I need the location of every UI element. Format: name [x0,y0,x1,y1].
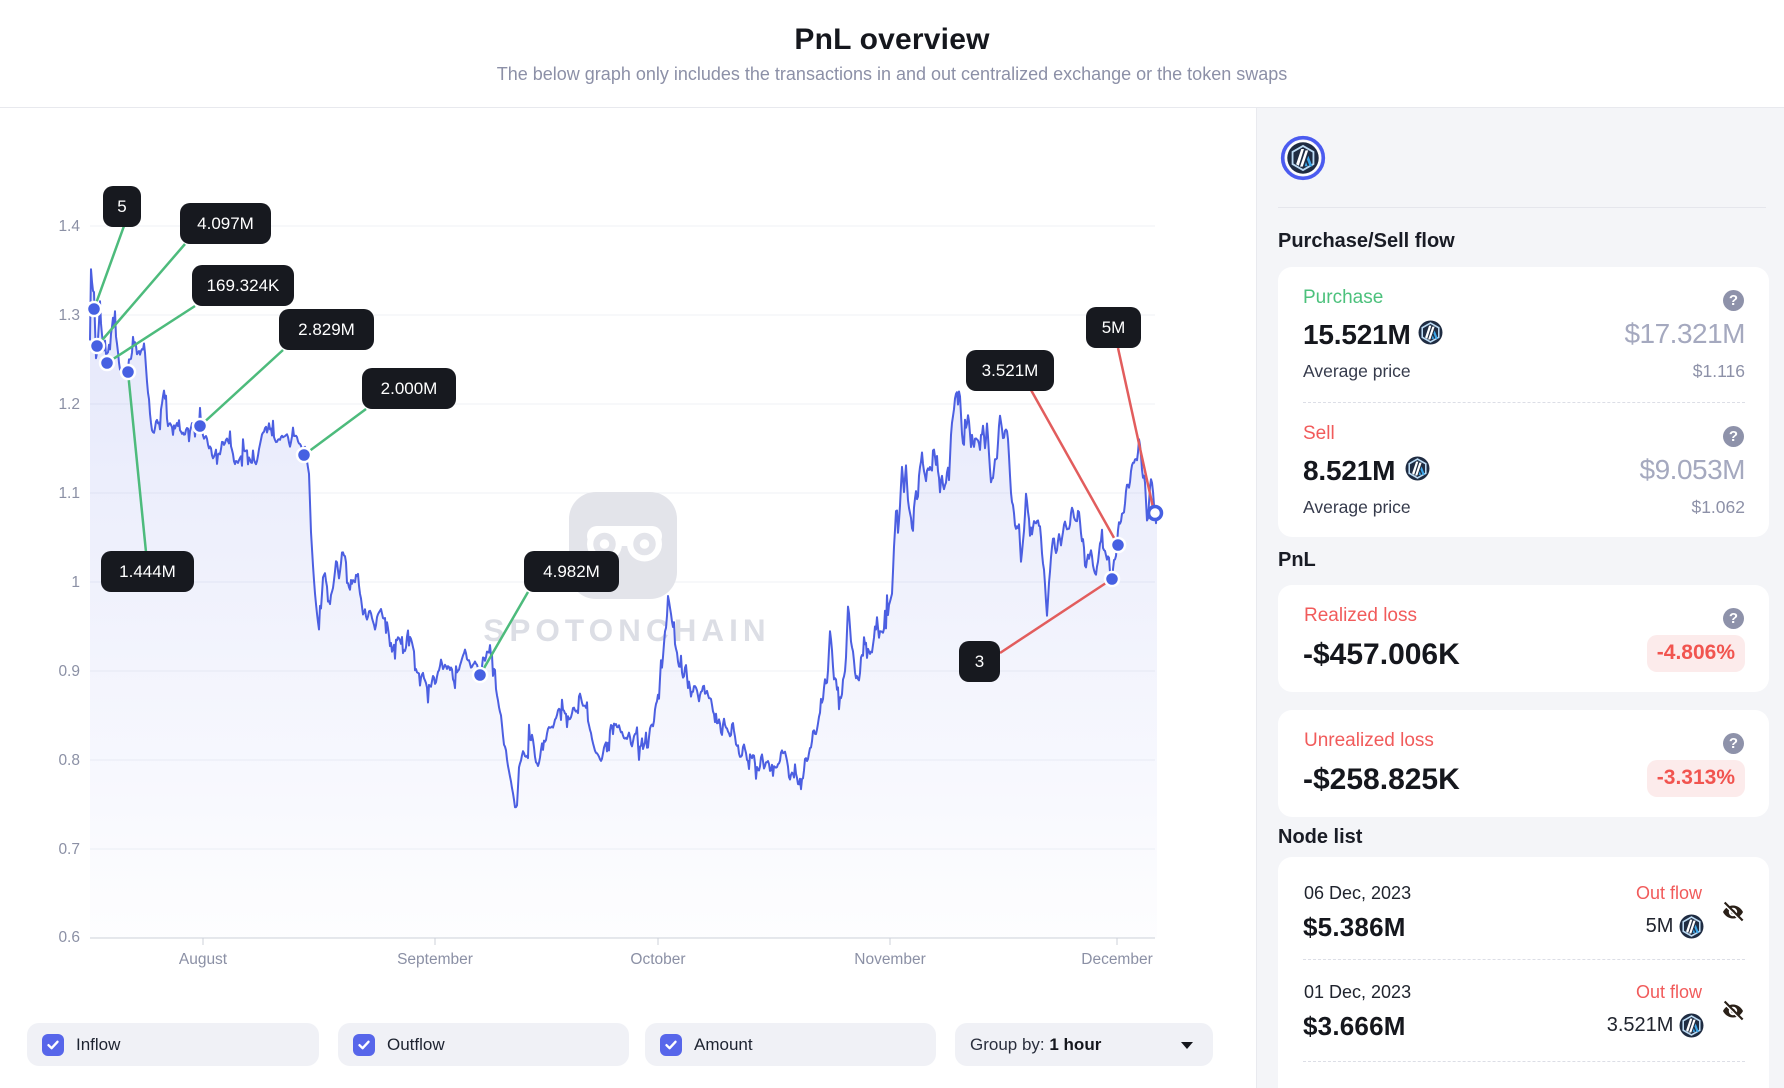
svg-text:1.3: 1.3 [58,307,80,324]
svg-text:November: November [854,951,926,968]
svg-text:4.097M: 4.097M [197,214,254,233]
svg-text:2.000M: 2.000M [381,379,438,398]
svg-text:1.4: 1.4 [58,218,80,235]
svg-text:0.7: 0.7 [58,841,80,858]
svg-text:1: 1 [71,574,80,591]
svg-text:169.324K: 169.324K [207,276,280,295]
svg-text:August: August [179,951,228,968]
svg-text:0.8: 0.8 [58,752,80,769]
svg-text:SPOTONCHAIN: SPOTONCHAIN [483,612,770,648]
svg-text:3.521M: 3.521M [982,361,1039,380]
svg-text:0.9: 0.9 [58,663,80,680]
svg-text:1.2: 1.2 [58,396,80,413]
svg-text:5: 5 [117,197,126,216]
svg-text:0.6: 0.6 [58,929,80,946]
svg-text:5M: 5M [1102,318,1126,337]
svg-text:1.1: 1.1 [58,485,80,502]
svg-text:September: September [397,951,473,968]
svg-text:1.444M: 1.444M [119,562,176,581]
svg-text:December: December [1081,951,1153,968]
svg-text:3: 3 [975,652,984,671]
svg-text:October: October [630,951,685,968]
svg-text:4.982M: 4.982M [543,562,600,581]
svg-text:2.829M: 2.829M [298,320,355,339]
